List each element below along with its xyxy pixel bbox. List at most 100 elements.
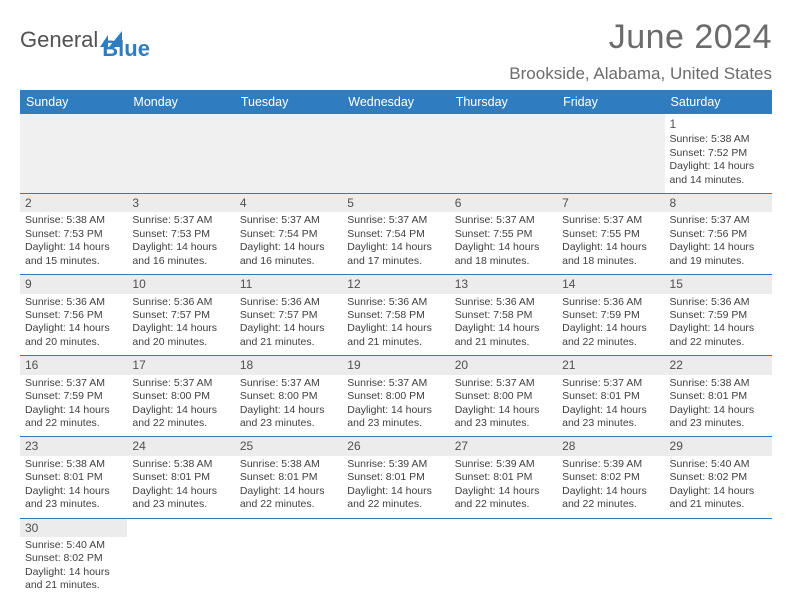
day-cell-6: 6Sunrise: 5:37 AMSunset: 7:55 PMDaylight… — [450, 194, 557, 275]
sunrise-line: Sunrise: 5:38 AM — [25, 458, 122, 471]
day-cell-20: 20Sunrise: 5:37 AMSunset: 8:00 PMDayligh… — [450, 356, 557, 437]
day-cell-24: 24Sunrise: 5:38 AMSunset: 8:01 PMDayligh… — [127, 437, 234, 518]
day-cell-18: 18Sunrise: 5:37 AMSunset: 8:00 PMDayligh… — [235, 356, 342, 437]
daylight-line: Daylight: 14 hours and 23 minutes. — [25, 485, 122, 512]
daylight-line: Daylight: 14 hours and 22 minutes. — [562, 322, 659, 349]
day-number: 9 — [20, 275, 127, 293]
day-number: 8 — [665, 194, 772, 212]
sunrise-line: Sunrise: 5:37 AM — [562, 377, 659, 390]
day-number: 4 — [235, 194, 342, 212]
sunrise-line: Sunrise: 5:37 AM — [240, 377, 337, 390]
brand-word1: General — [20, 27, 98, 53]
sunset-line: Sunset: 7:55 PM — [562, 228, 659, 241]
daylight-line: Daylight: 14 hours and 23 minutes. — [132, 485, 229, 512]
day-number: 26 — [342, 437, 449, 455]
day-number: 30 — [20, 519, 127, 537]
day-cell-7: 7Sunrise: 5:37 AMSunset: 7:55 PMDaylight… — [557, 194, 664, 275]
day-cell-4: 4Sunrise: 5:37 AMSunset: 7:54 PMDaylight… — [235, 194, 342, 275]
daylight-line: Daylight: 14 hours and 23 minutes. — [455, 404, 552, 431]
calendar-row: 2Sunrise: 5:38 AMSunset: 7:53 PMDaylight… — [20, 194, 772, 275]
day-cell-15: 15 Sunrise: 5:36 AMSunset: 7:59 PMDayligh… — [665, 275, 772, 356]
day-cell-25: 25Sunrise: 5:38 AMSunset: 8:01 PMDayligh… — [235, 437, 342, 518]
sunrise-line: Sunrise: 5:37 AM — [455, 377, 552, 390]
brand-word2: Blue — [102, 36, 150, 61]
sunset-line: Sunset: 7:58 PM — [455, 309, 552, 322]
daylight-line: Daylight: 14 hours and 19 minutes. — [670, 241, 767, 268]
daylight-line: Daylight: 14 hours and 23 minutes. — [347, 404, 444, 431]
sunset-line: Sunset: 7:53 PM — [25, 228, 122, 241]
day-number: 25 — [235, 437, 342, 455]
day-cell-10: 10Sunrise: 5:36 AMSunset: 7:57 PMDayligh… — [127, 275, 234, 356]
sunset-line: Sunset: 7:56 PM — [25, 309, 122, 322]
sunrise-line: Sunrise: 5:38 AM — [240, 458, 337, 471]
day-number: 12 — [342, 275, 449, 293]
day-cell-23: 23Sunrise: 5:38 AMSunset: 8:01 PMDayligh… — [20, 437, 127, 518]
day-cell-3: 3Sunrise: 5:37 AMSunset: 7:53 PMDaylight… — [127, 194, 234, 275]
day-number: 21 — [557, 356, 664, 374]
daylight-line: Daylight: 14 hours and 18 minutes. — [562, 241, 659, 268]
sunset-line: Sunset: 8:00 PM — [132, 390, 229, 403]
day-number: 15 — [665, 275, 772, 293]
empty-cell — [665, 518, 772, 599]
daylight-line: Daylight: 14 hours and 16 minutes. — [240, 241, 337, 268]
sunset-line: Sunset: 8:02 PM — [562, 471, 659, 484]
day-number: 28 — [557, 437, 664, 455]
sunrise-line: Sunrise: 5:37 AM — [455, 214, 552, 227]
day-number: 27 — [450, 437, 557, 455]
sunrise-line: Sunrise: 5:36 AM — [562, 296, 659, 309]
calendar-row: 9Sunrise: 5:36 AMSunset: 7:56 PMDaylight… — [20, 275, 772, 356]
weekday-saturday: Saturday — [665, 90, 772, 114]
page-title: June 2024 — [609, 18, 772, 57]
sunset-line: Sunset: 8:00 PM — [455, 390, 552, 403]
daylight-line: Daylight: 14 hours and 22 minutes. — [132, 404, 229, 431]
day-cell-22: 22Sunrise: 5:38 AMSunset: 8:01 PMDayligh… — [665, 356, 772, 437]
sunset-line: Sunset: 8:01 PM — [670, 390, 767, 403]
sunrise-line: Sunrise: 5:39 AM — [455, 458, 552, 471]
sunrise-line: Sunrise: 5:38 AM — [670, 377, 767, 390]
sunrise-line: Sunrise: 5:37 AM — [132, 214, 229, 227]
daylight-line: Daylight: 14 hours and 18 minutes. — [455, 241, 552, 268]
daylight-line: Daylight: 14 hours and 22 minutes. — [347, 485, 444, 512]
weekday-tuesday: Tuesday — [235, 90, 342, 114]
weekday-wednesday: Wednesday — [342, 90, 449, 114]
day-cell-11: 11Sunrise: 5:36 AMSunset: 7:57 PMDayligh… — [235, 275, 342, 356]
day-number: 19 — [342, 356, 449, 374]
day-cell-19: 19Sunrise: 5:37 AMSunset: 8:00 PMDayligh… — [342, 356, 449, 437]
daylight-line: Daylight: 14 hours and 22 minutes. — [670, 322, 767, 349]
day-cell-28: 28 Sunrise: 5:39 AMSunset: 8:02 PMDayligh… — [557, 437, 664, 518]
day-number: 29 — [665, 437, 772, 455]
sunrise-line: Sunrise: 5:37 AM — [347, 377, 444, 390]
day-cell-21: 21Sunrise: 5:37 AMSunset: 8:01 PMDayligh… — [557, 356, 664, 437]
sunrise-line: Sunrise: 5:40 AM — [25, 539, 122, 552]
day-cell-26: 26Sunrise: 5:39 AMSunset: 8:01 PMDayligh… — [342, 437, 449, 518]
weekday-thursday: Thursday — [450, 90, 557, 114]
day-cell-16: 16Sunrise: 5:37 AMSunset: 7:59 PMDayligh… — [20, 356, 127, 437]
daylight-line: Daylight: 14 hours and 22 minutes. — [25, 404, 122, 431]
calendar-row: 1Sunrise: 5:38 AMSunset: 7:52 PMDaylight… — [20, 114, 772, 194]
empty-cell — [127, 518, 234, 599]
sunset-line: Sunset: 7:57 PM — [132, 309, 229, 322]
sunrise-line: Sunrise: 5:36 AM — [670, 296, 767, 309]
daylight-line: Daylight: 14 hours and 15 minutes. — [25, 241, 122, 268]
calendar-row: 30Sunrise: 5:40 AMSunset: 8:02 PMDayligh… — [20, 518, 772, 599]
location-subtitle: Brookside, Alabama, United States — [20, 64, 772, 84]
sunrise-line: Sunrise: 5:39 AM — [562, 458, 659, 471]
sunset-line: Sunset: 7:59 PM — [670, 309, 767, 322]
sunrise-line: Sunrise: 5:37 AM — [25, 377, 122, 390]
daylight-line: Daylight: 14 hours and 21 minutes. — [25, 566, 122, 593]
daylight-line: Daylight: 14 hours and 20 minutes. — [25, 322, 122, 349]
day-number: 18 — [235, 356, 342, 374]
daylight-line: Daylight: 14 hours and 21 minutes. — [240, 322, 337, 349]
calendar-row: 16Sunrise: 5:37 AMSunset: 7:59 PMDayligh… — [20, 356, 772, 437]
empty-cell — [450, 114, 557, 194]
sunset-line: Sunset: 7:59 PM — [25, 390, 122, 403]
daylight-line: Daylight: 14 hours and 22 minutes. — [562, 485, 659, 512]
day-number: 11 — [235, 275, 342, 293]
daylight-line: Daylight: 14 hours and 16 minutes. — [132, 241, 229, 268]
daylight-line: Daylight: 14 hours and 23 minutes. — [562, 404, 659, 431]
day-number: 24 — [127, 437, 234, 455]
sunset-line: Sunset: 7:54 PM — [240, 228, 337, 241]
day-number: 22 — [665, 356, 772, 374]
day-number: 1 — [670, 117, 767, 132]
daylight-line: Daylight: 14 hours and 21 minutes. — [347, 322, 444, 349]
